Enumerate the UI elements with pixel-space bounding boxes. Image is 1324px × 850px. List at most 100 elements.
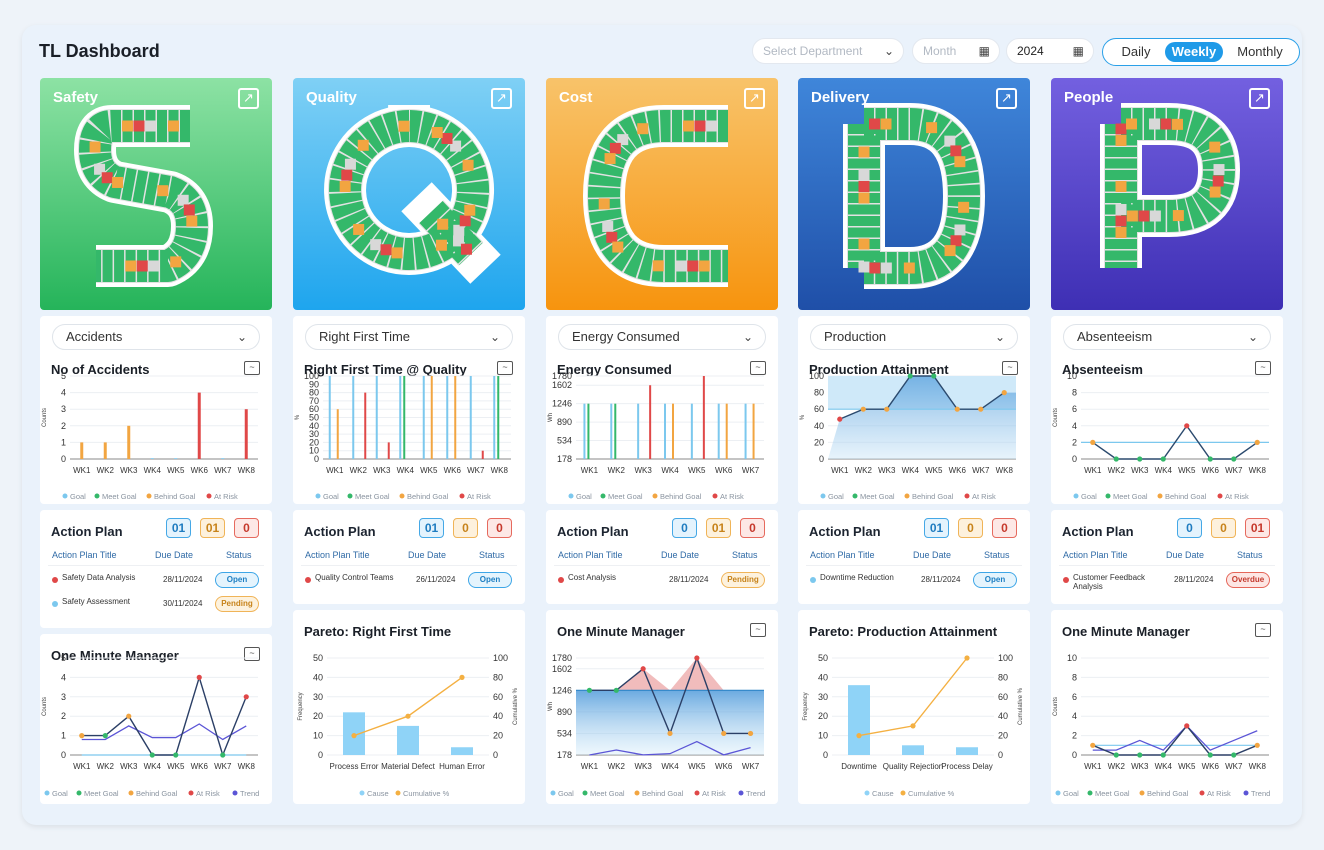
status-badge[interactable]: Pending	[215, 596, 259, 612]
open-count-badge[interactable]: 01	[924, 518, 949, 538]
x-tick-label: WK7	[742, 466, 760, 475]
data-point	[1090, 742, 1096, 748]
actual-line	[1092, 424, 1258, 460]
hero-card[interactable]: People ↗	[1051, 78, 1283, 310]
data-point	[126, 713, 132, 719]
pending-count-badge[interactable]: 01	[200, 518, 225, 538]
status-badge[interactable]: Open	[215, 572, 259, 588]
y-axis-label: Counts	[42, 697, 48, 716]
legend-marker	[568, 493, 574, 499]
metric-dropdown[interactable]: Energy Consumed ⌄	[558, 324, 766, 350]
overdue-count-badge[interactable]: 0	[740, 518, 765, 538]
table-row[interactable]: Cost Analysis 28/11/2024 Pending	[546, 568, 778, 592]
bottom-chart-title: One Minute Manager	[51, 648, 179, 663]
bar	[103, 442, 107, 459]
legend-label: Cumulative %	[403, 789, 450, 798]
metric-dropdown[interactable]: Production ⌄	[810, 324, 1018, 350]
calendar-icon: ▦	[1072, 44, 1084, 58]
chart-expand-icon[interactable]: ~	[750, 623, 766, 637]
x-tick-label: WK8	[1249, 466, 1267, 475]
external-link-icon[interactable]: ↗	[491, 88, 512, 109]
period-daily[interactable]: Daily	[1121, 44, 1151, 59]
open-count-badge[interactable]: 0	[1177, 518, 1202, 538]
open-count-badge[interactable]: 0	[672, 518, 697, 538]
y-tick-label: 20	[309, 437, 319, 447]
legend-marker	[44, 790, 50, 796]
y-axis-label: Frequency	[298, 692, 304, 720]
kpi-chart-title: Right First Time @ Quality	[304, 362, 467, 377]
table-row[interactable]: Safety Assessment 30/11/2024 Pending	[40, 592, 272, 616]
bar	[328, 376, 331, 459]
status-badge[interactable]: Open	[973, 572, 1017, 588]
year-input[interactable]: 2024 ▦	[1006, 38, 1094, 64]
action-title: Customer Feedback Analysis	[1073, 573, 1146, 591]
department-select[interactable]: Select Department ⌄	[752, 38, 904, 64]
bar	[752, 403, 755, 459]
area-fill	[828, 376, 1016, 459]
chevron-down-icon: ⌄	[1247, 330, 1258, 344]
pending-count-badge[interactable]: 0	[958, 518, 983, 538]
status-badge[interactable]: Pending	[721, 572, 765, 588]
hero-card[interactable]: Cost ↗	[546, 78, 778, 310]
chart-expand-icon[interactable]: ~	[1002, 361, 1018, 375]
legend-marker	[128, 790, 134, 796]
overdue-count-badge[interactable]: 01	[1245, 518, 1270, 538]
hero-card[interactable]: Safety ↗	[40, 78, 272, 310]
open-count-badge[interactable]: 01	[419, 518, 444, 538]
external-link-icon[interactable]: ↗	[996, 88, 1017, 109]
chart-expand-icon[interactable]: ~	[1255, 623, 1271, 637]
table-row[interactable]: Quality Control Teams 26/11/2024 Open	[293, 568, 525, 592]
status-badge[interactable]: Overdue	[1226, 572, 1270, 588]
data-point	[978, 406, 984, 412]
status-badge[interactable]: Open	[468, 572, 512, 588]
legend-marker	[206, 493, 212, 499]
calendar-day-tile	[858, 238, 870, 250]
external-link-icon[interactable]: ↗	[744, 88, 765, 109]
x-tick-label: WK4	[902, 466, 920, 475]
data-point	[884, 406, 890, 412]
metric-dropdown[interactable]: Absenteeism ⌄	[1063, 324, 1271, 350]
hero-card[interactable]: Quality ↗	[293, 78, 525, 310]
chart-expand-icon[interactable]: ~	[750, 361, 766, 375]
table-row[interactable]: Downtime Reduction 28/11/2024 Open	[798, 568, 1030, 592]
action-title: Safety Data Analysis	[62, 573, 136, 582]
calendar-day-tile	[357, 139, 369, 151]
x-tick-label: WK8	[491, 466, 509, 475]
bar	[387, 442, 390, 459]
x-tick-label: WK3	[120, 466, 138, 475]
pending-count-badge[interactable]: 0	[1211, 518, 1236, 538]
bar	[352, 376, 355, 459]
chart-expand-icon[interactable]: ~	[497, 361, 513, 375]
y-tick-label: 534	[557, 436, 572, 446]
period-weekly[interactable]: Weekly	[1165, 42, 1223, 62]
bottom-chart: 0 0 10 20 20 40 30 60 40 80 50 100 Frequency Cumulati…	[298, 653, 519, 798]
metric-dropdown[interactable]: Accidents ⌄	[52, 324, 260, 350]
chart-expand-icon[interactable]: ~	[244, 361, 260, 375]
overdue-count-badge[interactable]: 0	[487, 518, 512, 538]
open-count-badge[interactable]: 01	[166, 518, 191, 538]
external-link-icon[interactable]: ↗	[1249, 88, 1270, 109]
calendar-day-tile	[1126, 210, 1138, 222]
overdue-count-badge[interactable]: 0	[992, 518, 1017, 538]
calendar-day-tile	[880, 118, 892, 130]
table-row[interactable]: Safety Data Analysis 28/11/2024 Open	[40, 568, 272, 592]
y-axis-label: Counts	[1053, 408, 1059, 427]
pending-count-badge[interactable]: 01	[706, 518, 731, 538]
metric-dropdown[interactable]: Right First Time ⌄	[305, 324, 513, 350]
chart-expand-icon[interactable]: ~	[244, 647, 260, 661]
external-link-icon[interactable]: ↗	[238, 88, 259, 109]
calendar-day-tile	[944, 245, 956, 257]
legend-marker	[94, 493, 100, 499]
overdue-count-badge[interactable]: 0	[234, 518, 259, 538]
month-input[interactable]: Month ▦	[912, 38, 1000, 64]
period-monthly[interactable]: Monthly	[1237, 44, 1283, 59]
cumulative-point	[459, 674, 465, 680]
y-tick-label: 100	[304, 371, 319, 381]
calendar-day-tile	[1212, 175, 1224, 187]
table-row[interactable]: Customer Feedback Analysis 28/11/2024 Over…	[1051, 568, 1283, 592]
calendar-day-tile	[1149, 118, 1160, 130]
calendar-day-tile	[353, 223, 365, 235]
hero-card[interactable]: Delivery ↗	[798, 78, 1030, 310]
chart-expand-icon[interactable]: ~	[1255, 361, 1271, 375]
pending-count-badge[interactable]: 0	[453, 518, 478, 538]
